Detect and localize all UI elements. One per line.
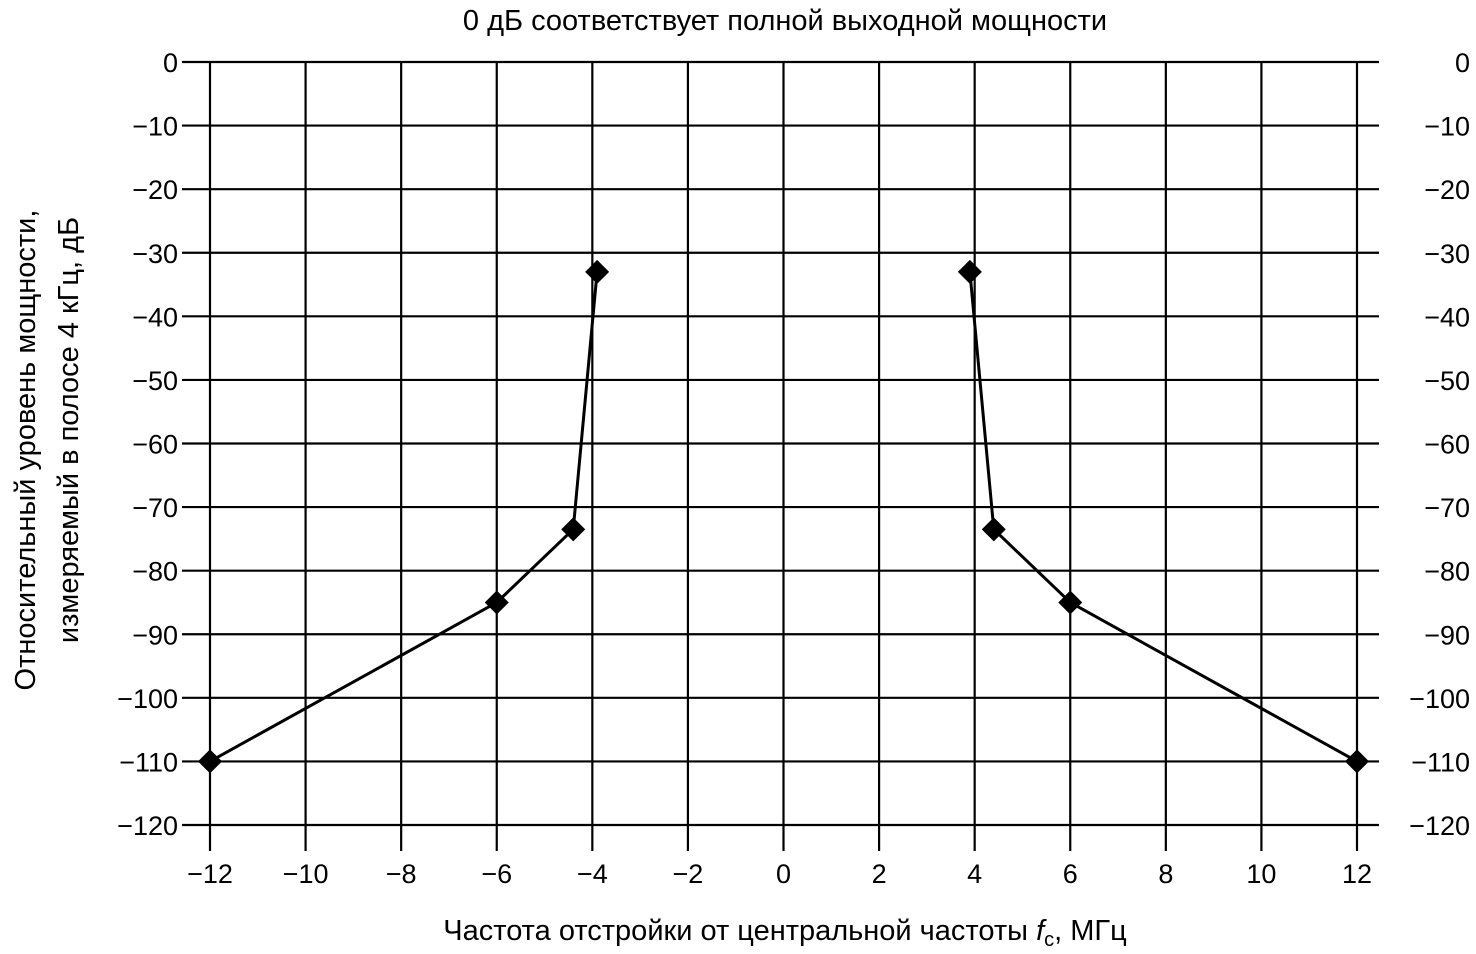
y-tick-label-left: −90	[132, 620, 178, 650]
x-tick-label: 0	[776, 859, 791, 889]
x-tick-label: 2	[872, 859, 887, 889]
y-tick-label-right: −10	[1424, 112, 1470, 142]
x-tick-label: 12	[1342, 859, 1372, 889]
y-tick-label-right: −30	[1424, 239, 1470, 269]
y-tick-label-left: −50	[132, 366, 178, 396]
data-point-right	[1058, 590, 1083, 615]
y-tick-label-left: −110	[119, 747, 178, 777]
x-tick-label: −12	[187, 859, 233, 889]
y-tick-label-right: −40	[1424, 302, 1470, 332]
y-tick-label-left: −100	[117, 684, 178, 714]
y-tick-label-left: −120	[117, 811, 178, 841]
data-point-left	[561, 517, 586, 542]
x-tick-label: −2	[673, 859, 704, 889]
y-tick-label-left: −30	[132, 239, 178, 269]
y-tick-label-right: −120	[1409, 811, 1470, 841]
y-tick-label-left: −40	[132, 302, 178, 332]
x-tick-label: −4	[577, 859, 608, 889]
data-point-right	[957, 259, 982, 284]
y-tick-label-right: −60	[1424, 430, 1470, 460]
x-tick-label: −6	[481, 859, 512, 889]
x-axis-label: Частота отстройки от центральной частоты…	[443, 915, 1126, 951]
x-tick-label: −8	[386, 859, 417, 889]
x-axis-label-prefix: Частота отстройки от центральной частоты	[443, 915, 1036, 947]
y-tick-label-right: 0	[1455, 48, 1470, 78]
series	[198, 259, 1369, 774]
y-tick-label-left: −70	[132, 493, 178, 523]
data-point-left	[198, 749, 222, 774]
data-point-left	[585, 259, 610, 284]
y-tick-label-right: −70	[1424, 493, 1470, 523]
y-tick-label-right: −50	[1424, 366, 1470, 396]
y-tick-label-left: −10	[132, 112, 178, 142]
data-point-right	[1345, 749, 1369, 774]
series-line-right	[968, 271, 1358, 763]
x-tick-label: 10	[1246, 859, 1276, 889]
series-line-left	[209, 271, 599, 763]
x-tick-label: −10	[283, 859, 329, 889]
y-axis-label-line2: измеряемый в полосе 4 кГц, дБ	[53, 217, 85, 643]
x-tick-label: 4	[967, 859, 982, 889]
chart-title: 0 дБ соответствует полной выходной мощно…	[463, 5, 1107, 37]
y-tick-label-right: −110	[1411, 747, 1470, 777]
y-tick-label-left: −60	[132, 430, 178, 460]
y-ticks-right: 0 −10 −20 −30 −40 −50 −60 −70 −80 −90 −100 −110 −120	[1409, 48, 1470, 841]
x-tick-label: 6	[1063, 859, 1078, 889]
y-tick-label-right: −100	[1409, 684, 1470, 714]
y-tick-label-left: 0	[163, 48, 178, 78]
x-axis-label-subscript: c	[1044, 929, 1054, 951]
x-axis-label-suffix: , МГц	[1054, 915, 1127, 947]
data-point-right	[981, 517, 1006, 542]
y-ticks-left: 0 −10 −20 −30 −40 −50 −60 −70 −80 −90 −100 −110 −120	[117, 48, 178, 841]
x-tick-label: 8	[1158, 859, 1173, 889]
y-axis-label-line1: Относительный уровень мощности,	[10, 210, 42, 691]
y-tick-label-right: −90	[1424, 620, 1470, 650]
x-ticks: −12 −10 −8 −6 −4 −2 0 2 4 6 8 10 12	[187, 859, 1372, 889]
y-tick-label-right: −80	[1424, 557, 1470, 587]
data-point-left	[484, 590, 509, 615]
x-axis-label-symbol: f	[1036, 915, 1047, 947]
grid	[182, 60, 1379, 851]
y-tick-label-right: −20	[1424, 175, 1470, 205]
y-tick-label-left: −20	[132, 175, 178, 205]
y-tick-label-left: −80	[132, 557, 178, 587]
